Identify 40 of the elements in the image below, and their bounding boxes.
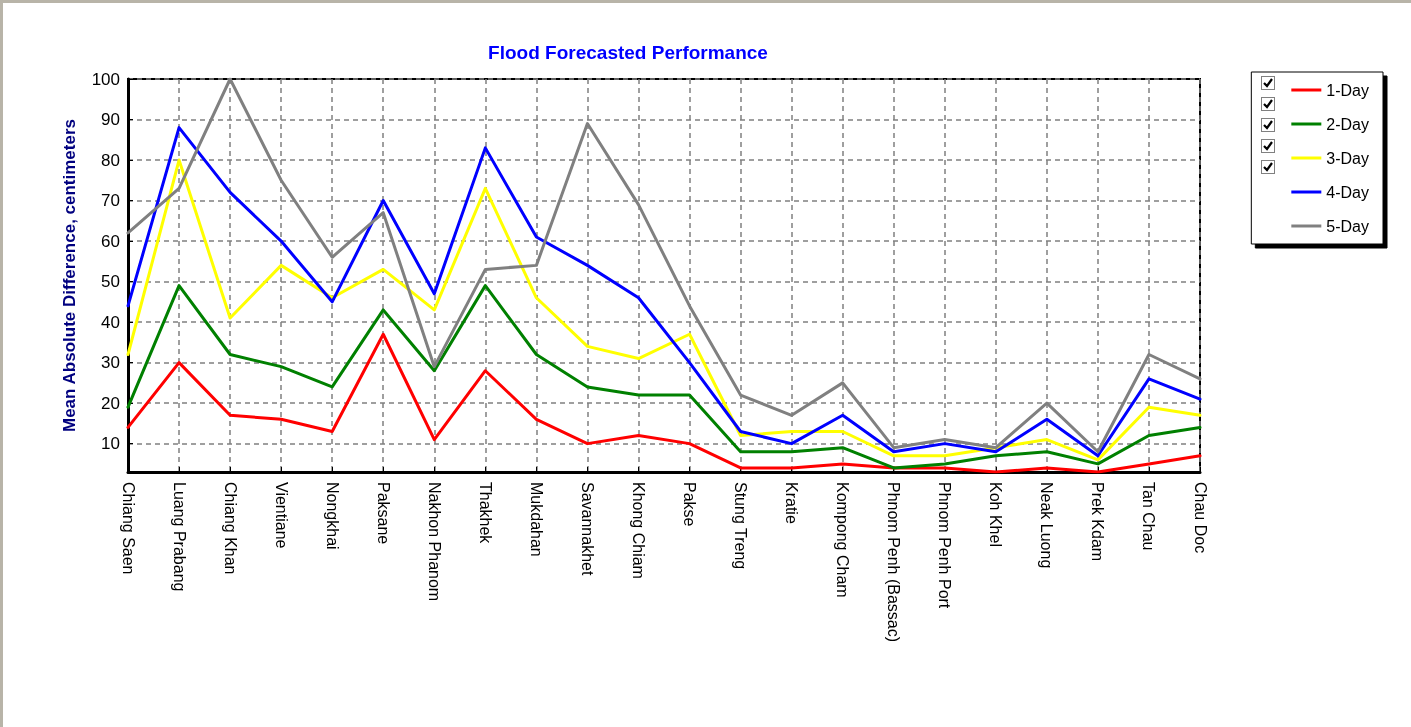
x-tick-label: Kompong Cham — [834, 482, 852, 598]
x-tick-label: Thakhek — [476, 482, 494, 545]
y-tick-label: 60 — [101, 231, 120, 251]
y-tick-label: 40 — [101, 312, 120, 332]
x-tick-label: Pakse — [681, 482, 699, 527]
legend-label: 2-Day — [1326, 115, 1370, 133]
legend-label: 5-Day — [1326, 217, 1370, 235]
x-tick-label: Koh Khel — [987, 482, 1005, 547]
x-tick-label: Neak Luong — [1038, 482, 1056, 569]
x-tick-label: Chau Doc — [1191, 482, 1209, 554]
y-tick-label: 100 — [91, 69, 120, 89]
x-tick-label: Tan Chau — [1140, 482, 1158, 551]
line-series — [126, 284, 1202, 470]
x-tick-label: Vientiane — [272, 482, 290, 549]
y-tick-label: 10 — [101, 434, 120, 454]
x-tick-label: Nongkhai — [323, 482, 341, 550]
x-tick-label: Savannakhet — [578, 482, 596, 576]
x-tick-label: Phnom Penh (Bassac) — [885, 482, 903, 643]
x-tick-label: Luang Prabang — [170, 482, 188, 592]
x-tick-label: Mukdahan — [527, 482, 545, 557]
x-tick-label: Nakhon Phanom — [425, 482, 443, 602]
x-tick-label: Chiang Saen — [119, 482, 137, 575]
x-tick-label: Chiang Khan — [221, 482, 239, 575]
legend-label: 4-Day — [1326, 183, 1370, 201]
y-tick-label: 70 — [101, 191, 120, 211]
x-tick-label: Prek Kdam — [1089, 482, 1107, 562]
x-tick-label: Paksane — [374, 482, 392, 545]
chart-title: Flood Forecasted Performance — [488, 42, 768, 63]
y-tick-label: 90 — [101, 110, 120, 130]
legend-label: 1-Day — [1326, 81, 1370, 99]
x-tick-label: Phnom Penh Port — [936, 482, 954, 609]
y-axis-title: Mean Absolute Difference, centimeters — [60, 118, 79, 433]
x-tick-label: Khong Chiam — [629, 482, 647, 579]
y-tick-label: 30 — [101, 353, 120, 373]
y-tick-label: 50 — [101, 272, 120, 292]
x-tick-label: Stung Treng — [732, 482, 750, 570]
x-tick-label: Kratie — [783, 482, 801, 524]
y-tick-label: 20 — [101, 393, 120, 413]
legend-label: 3-Day — [1326, 149, 1370, 167]
y-tick-label: 80 — [101, 150, 120, 170]
